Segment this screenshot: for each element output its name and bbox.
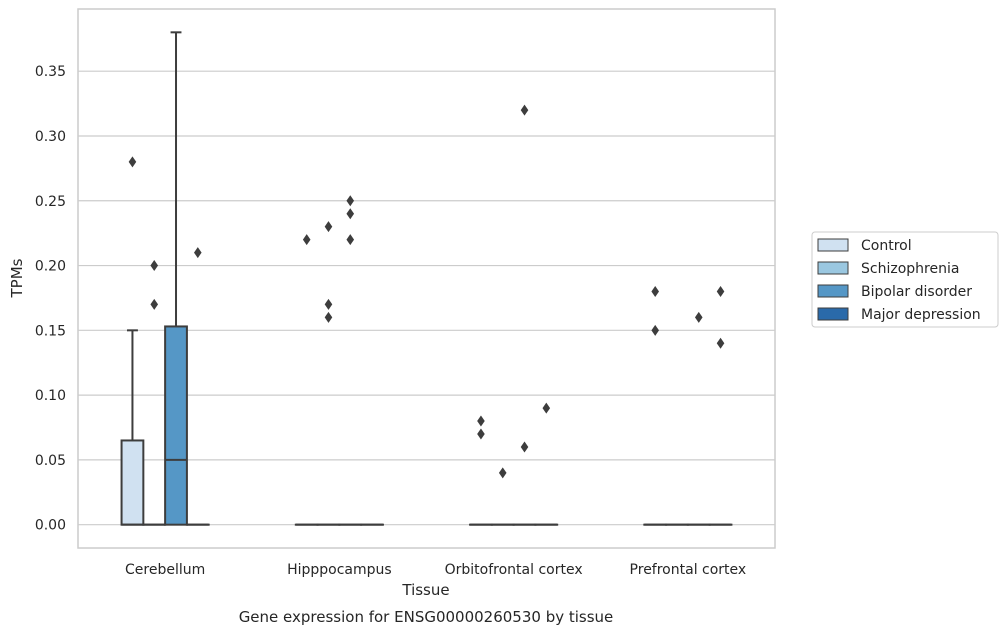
y-tick-label: 0.25 <box>35 194 66 210</box>
boxes <box>120 31 733 526</box>
x-axis-label: Tissue <box>401 581 449 599</box>
box-group <box>534 402 559 526</box>
y-tick-label: 0.15 <box>35 323 66 339</box>
legend-swatch <box>817 284 849 298</box>
outlier-point <box>150 298 159 310</box>
y-tick-label: 0.10 <box>35 388 66 404</box>
box <box>120 439 145 526</box>
outlier-point <box>651 324 660 336</box>
outlier-point <box>477 428 485 440</box>
x-tick-labels: Cerebellum Hipppocampus Orbitofrontal cort… <box>125 562 746 578</box>
box <box>164 325 188 526</box>
outlier-point <box>324 311 333 323</box>
legend-swatch <box>817 238 849 252</box>
x-tick-label: Orbitofrontal cortex <box>445 562 583 578</box>
y-tick-label: 0.20 <box>35 259 66 275</box>
y-tick-label: 0.35 <box>35 64 66 80</box>
outlier-point <box>716 337 725 349</box>
outlier-point <box>324 221 333 233</box>
outlier-point <box>694 311 703 323</box>
legend-label: Schizophrenia <box>861 261 959 277</box>
legend-label: Major depression <box>861 307 981 323</box>
outlier-point <box>477 415 485 427</box>
x-tick-label: Prefrontal cortex <box>630 562 747 578</box>
outlier-point <box>498 467 507 479</box>
outlier-point <box>302 234 311 246</box>
chart-caption: Gene expression for ENSG00000260530 by t… <box>239 608 614 626</box>
outlier-point <box>520 441 529 453</box>
y-tick-label: 0.00 <box>35 518 66 534</box>
plot-frame <box>77 8 776 549</box>
outlier-point <box>346 234 355 246</box>
box-group <box>164 31 188 526</box>
outlier-point <box>128 156 137 168</box>
legend: Control Schizophrenia Bipolar disorder Majo… <box>811 231 999 328</box>
box-group <box>185 247 210 526</box>
box-group <box>120 156 145 526</box>
outlier-point <box>324 298 333 310</box>
y-axis-label: TPMs <box>8 258 26 298</box>
legend-frame <box>811 231 999 328</box>
outlier-point <box>346 208 355 220</box>
outlier-point <box>520 104 529 116</box>
box-group <box>708 285 733 526</box>
outlier-point <box>193 247 202 259</box>
x-tick-label: Cerebellum <box>125 562 205 578</box>
legend-swatch <box>817 307 849 321</box>
outlier-point <box>346 195 355 207</box>
legend-swatch <box>817 261 849 275</box>
x-tick-label: Hipppocampus <box>287 562 392 578</box>
box-group <box>316 221 341 526</box>
outlier-point <box>150 260 159 272</box>
outlier-point <box>716 285 725 297</box>
outlier-point <box>542 402 551 414</box>
y-tick-label: 0.05 <box>35 453 66 469</box>
outlier-point <box>651 285 660 297</box>
y-tick-label: 0.30 <box>35 129 66 145</box>
y-tick-labels: 0.00 0.05 0.10 0.15 0.20 0.25 0.30 0.35 <box>35 64 66 533</box>
legend-label: Bipolar disorder <box>861 284 972 300</box>
legend-label: Control <box>861 238 912 254</box>
